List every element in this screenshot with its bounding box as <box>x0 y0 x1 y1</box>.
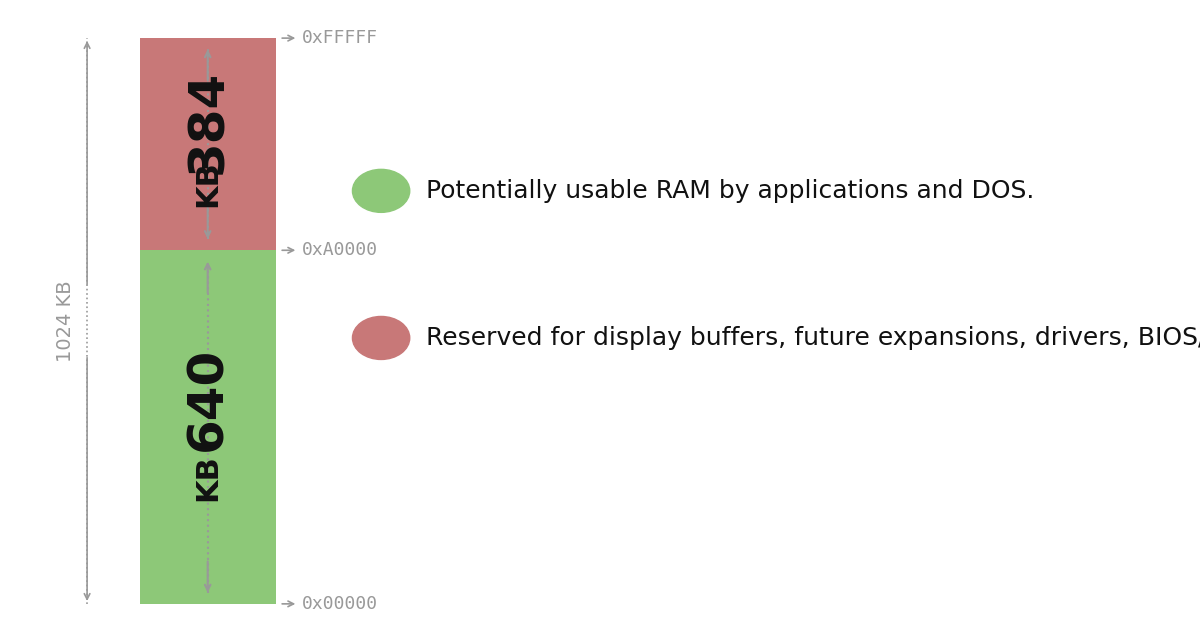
Text: Reserved for display buffers, future expansions, drivers, BIOS/ROM.: Reserved for display buffers, future exp… <box>426 326 1200 350</box>
Text: Potentially usable RAM by applications and DOS.: Potentially usable RAM by applications a… <box>426 179 1034 203</box>
Text: 0xA0000: 0xA0000 <box>302 241 378 259</box>
Text: KB: KB <box>193 454 222 501</box>
Text: KB: KB <box>193 161 222 207</box>
Circle shape <box>353 316 409 359</box>
Text: 384: 384 <box>184 69 232 174</box>
Text: 0x00000: 0x00000 <box>302 595 378 613</box>
Text: 0xFFFFF: 0xFFFFF <box>302 29 378 47</box>
Circle shape <box>353 169 409 212</box>
Bar <box>140 250 276 604</box>
Text: 1024 KB: 1024 KB <box>56 280 76 362</box>
Text: 640: 640 <box>184 347 232 451</box>
Bar <box>140 38 276 250</box>
